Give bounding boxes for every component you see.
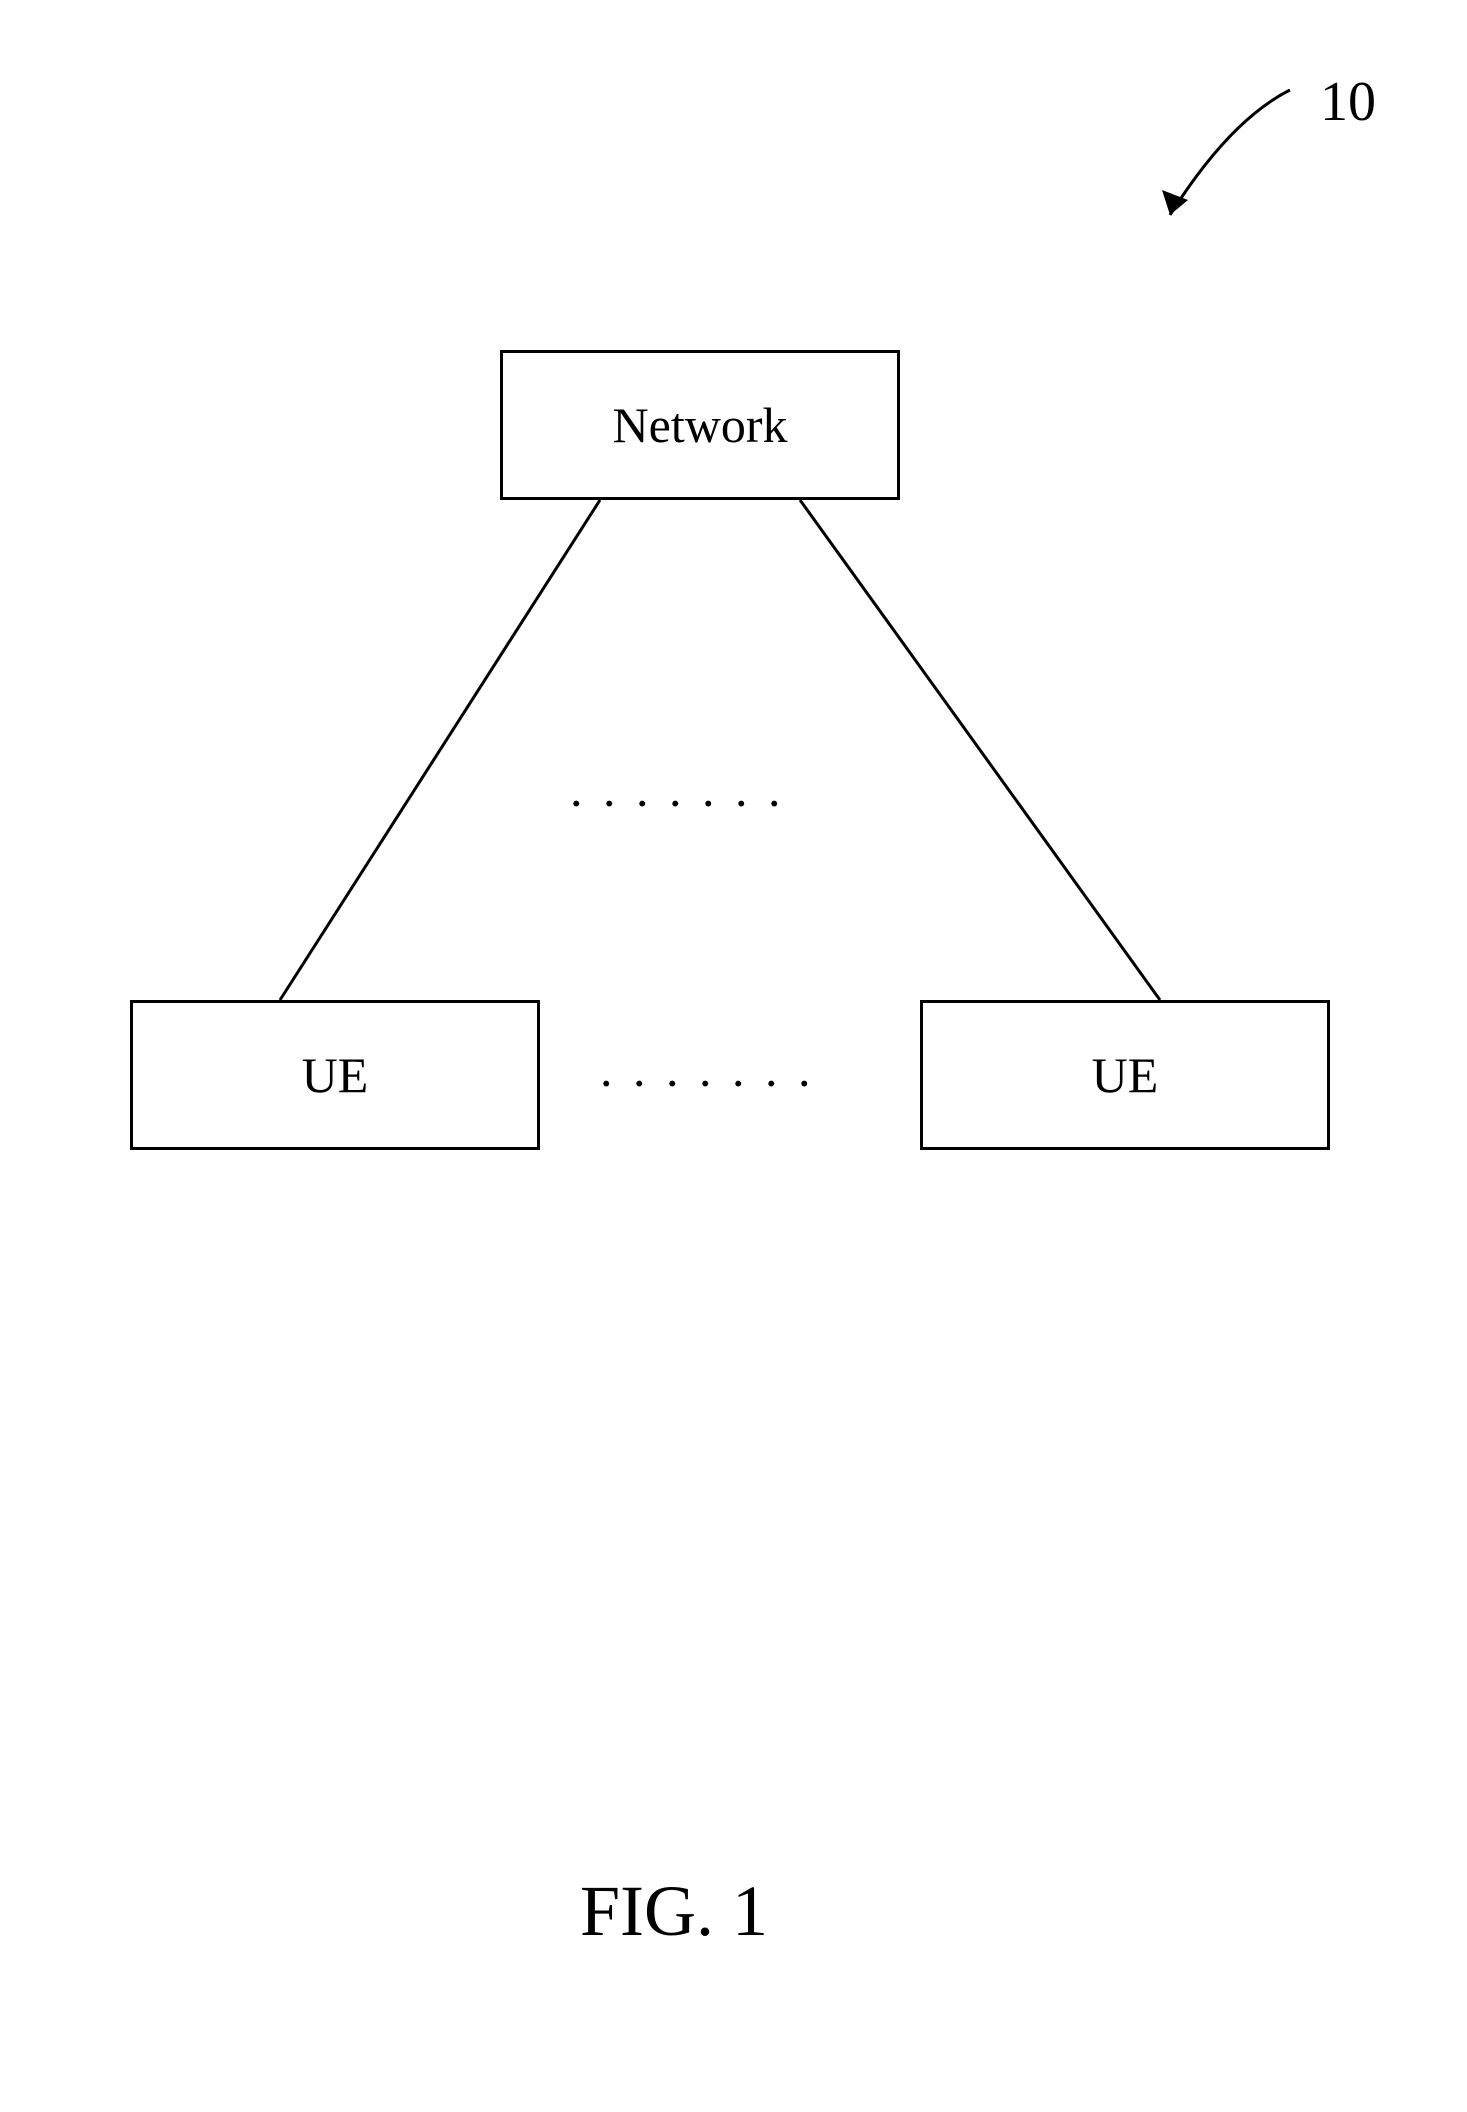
- figure-caption: FIG. 1: [580, 1870, 768, 1953]
- reference-arrowhead: [1162, 190, 1188, 215]
- reference-arrow: [1170, 90, 1290, 215]
- network-node: Network: [500, 350, 900, 500]
- ue-right-node: UE: [920, 1000, 1330, 1150]
- ellipsis-bottom: . . . . . . .: [600, 1040, 815, 1098]
- ue-right-label: UE: [1092, 1046, 1159, 1104]
- ue-left-node: UE: [130, 1000, 540, 1150]
- reference-number: 10: [1320, 70, 1376, 134]
- network-label: Network: [613, 396, 788, 454]
- ue-left-label: UE: [302, 1046, 369, 1104]
- edge-network-to-ue-right: [800, 500, 1160, 1000]
- ellipsis-middle: . . . . . . .: [570, 760, 785, 818]
- edge-network-to-ue-left: [280, 500, 600, 1000]
